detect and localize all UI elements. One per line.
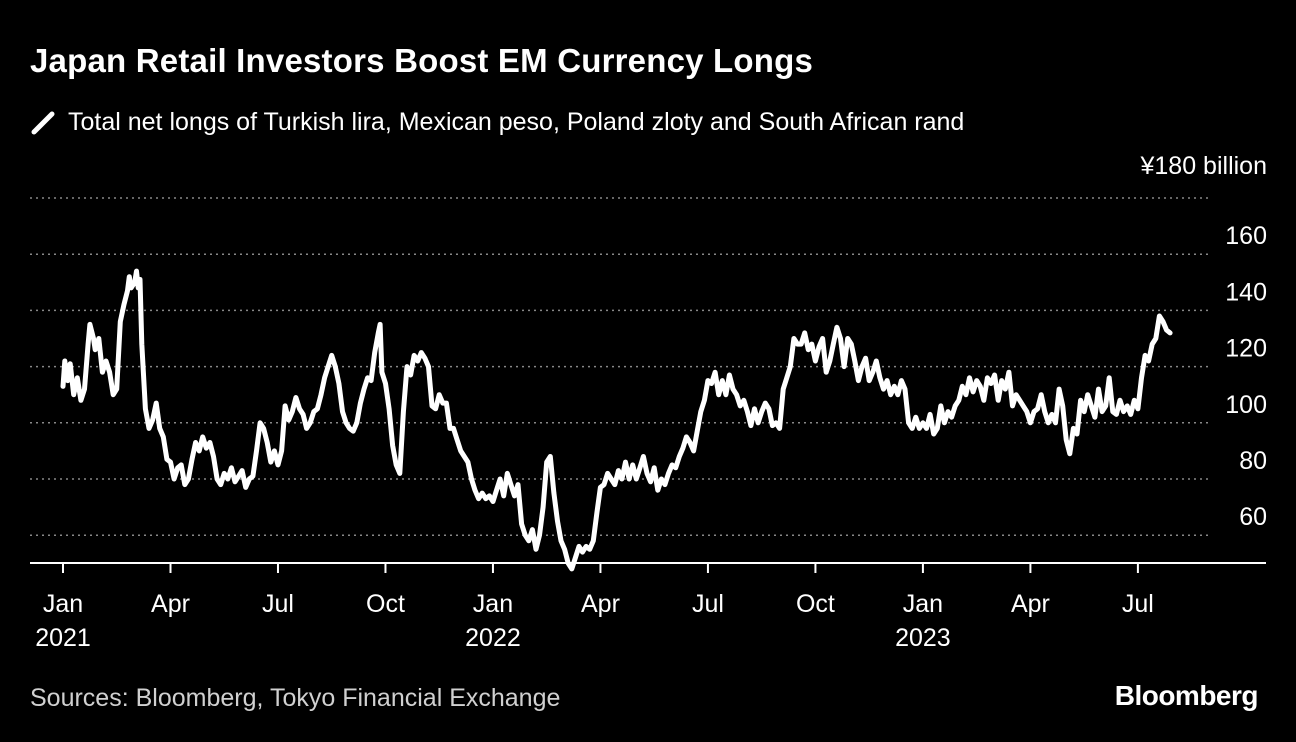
source-note: Sources: Bloomberg, Tokyo Financial Exch… [30,684,561,712]
x-tick-label-jan-24: Jan [903,590,943,618]
x-tick-label-jul-30: Jul [1122,590,1154,618]
x-tick-label-apr-3: Apr [151,590,190,618]
x-tick-year-2023: 2023 [895,624,951,652]
chart-title: Japan Retail Investors Boost EM Currency… [30,42,814,79]
x-tick-label-oct-9: Oct [366,590,405,618]
diagonal-line-swatch-icon [31,111,55,134]
legend-swatch-line [31,111,55,134]
x-tick-label-oct-21: Oct [796,590,835,618]
y-axis-unit-label: ¥180 billion [1140,152,1268,180]
bloomberg-logo: Bloomberg [1114,680,1259,711]
x-tick-label-apr-27: Apr [1011,590,1050,618]
y-tick-label-160: 160 [1225,222,1267,250]
y-tick-label-60: 60 [1239,503,1267,531]
y-tick-label-80: 80 [1239,447,1267,475]
y-tick-label-120: 120 [1225,335,1267,363]
series-line-0 [60,268,1173,572]
x-tick-label-jul-18: Jul [692,590,724,618]
x-tick-year-2021: 2021 [35,624,91,652]
y-tick-label-140: 140 [1225,278,1267,306]
x-tick-label-jul-6: Jul [262,590,294,618]
legend-label: Total net longs of Turkish lira, Mexican… [68,108,965,136]
x-tick-label-apr-15: Apr [581,590,620,618]
y-tick-label-100: 100 [1225,391,1267,419]
x-tick-year-2022: 2022 [465,624,521,652]
x-tick-label-jan-12: Jan [473,590,513,618]
legend: Total net longs of Turkish lira, Mexican… [30,108,964,137]
x-tick-label-jan-0: Jan [43,590,83,618]
